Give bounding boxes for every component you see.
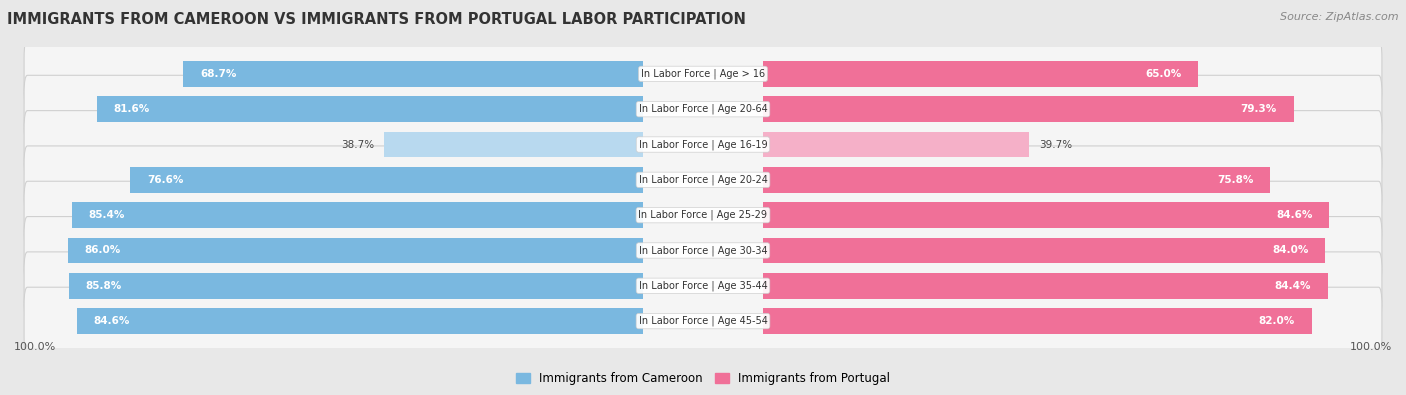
Text: In Labor Force | Age > 16: In Labor Force | Age > 16 <box>641 69 765 79</box>
Bar <box>384 132 643 157</box>
Bar <box>67 238 643 263</box>
Bar <box>763 132 1029 157</box>
Text: IMMIGRANTS FROM CAMEROON VS IMMIGRANTS FROM PORTUGAL LABOR PARTICIPATION: IMMIGRANTS FROM CAMEROON VS IMMIGRANTS F… <box>7 12 747 27</box>
Text: In Labor Force | Age 35-44: In Labor Force | Age 35-44 <box>638 280 768 291</box>
Text: 76.6%: 76.6% <box>148 175 184 185</box>
Text: 84.4%: 84.4% <box>1274 281 1310 291</box>
FancyBboxPatch shape <box>24 75 1382 143</box>
Text: In Labor Force | Age 16-19: In Labor Force | Age 16-19 <box>638 139 768 150</box>
Text: 86.0%: 86.0% <box>84 245 121 256</box>
Bar <box>763 273 1327 299</box>
FancyBboxPatch shape <box>24 181 1382 249</box>
Bar <box>72 203 643 228</box>
Legend: Immigrants from Cameroon, Immigrants from Portugal: Immigrants from Cameroon, Immigrants fro… <box>510 367 896 390</box>
FancyBboxPatch shape <box>24 40 1382 108</box>
Bar <box>763 96 1294 122</box>
Bar <box>763 203 1329 228</box>
Text: 38.7%: 38.7% <box>340 139 374 150</box>
Text: 85.4%: 85.4% <box>89 210 125 220</box>
Text: In Labor Force | Age 20-24: In Labor Force | Age 20-24 <box>638 175 768 185</box>
FancyBboxPatch shape <box>24 146 1382 214</box>
Bar <box>97 96 643 122</box>
FancyBboxPatch shape <box>24 216 1382 284</box>
Text: 82.0%: 82.0% <box>1258 316 1295 326</box>
Text: In Labor Force | Age 25-29: In Labor Force | Age 25-29 <box>638 210 768 220</box>
Bar <box>131 167 643 192</box>
Text: In Labor Force | Age 30-34: In Labor Force | Age 30-34 <box>638 245 768 256</box>
FancyBboxPatch shape <box>24 287 1382 355</box>
Text: 100.0%: 100.0% <box>14 342 56 352</box>
Text: 65.0%: 65.0% <box>1144 69 1181 79</box>
Bar <box>183 61 643 87</box>
Text: 84.6%: 84.6% <box>94 316 129 326</box>
Text: 84.6%: 84.6% <box>1277 210 1312 220</box>
Text: 79.3%: 79.3% <box>1240 104 1277 114</box>
Text: 68.7%: 68.7% <box>200 69 236 79</box>
FancyBboxPatch shape <box>24 111 1382 179</box>
Text: 39.7%: 39.7% <box>1039 139 1071 150</box>
Bar <box>763 61 1198 87</box>
Text: 100.0%: 100.0% <box>1350 342 1392 352</box>
Text: 85.8%: 85.8% <box>86 281 122 291</box>
FancyBboxPatch shape <box>24 252 1382 320</box>
Bar <box>763 308 1312 334</box>
Text: In Labor Force | Age 20-64: In Labor Force | Age 20-64 <box>638 104 768 115</box>
Bar <box>77 308 643 334</box>
Bar <box>69 273 643 299</box>
Text: In Labor Force | Age 45-54: In Labor Force | Age 45-54 <box>638 316 768 326</box>
Text: 81.6%: 81.6% <box>114 104 150 114</box>
Text: 84.0%: 84.0% <box>1272 245 1309 256</box>
Text: Source: ZipAtlas.com: Source: ZipAtlas.com <box>1281 12 1399 22</box>
Text: 75.8%: 75.8% <box>1218 175 1254 185</box>
Bar <box>763 238 1324 263</box>
Bar <box>763 167 1270 192</box>
